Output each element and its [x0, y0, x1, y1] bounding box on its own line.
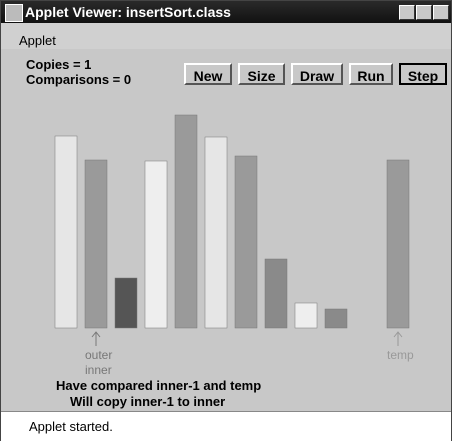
outer-label: outer — [85, 348, 112, 362]
menu-bar: Applet — [1, 23, 451, 49]
bar — [294, 302, 318, 329]
size-button[interactable]: Size — [238, 63, 285, 85]
message: Have compared inner-1 and temp — [56, 378, 262, 393]
menu-item[interactable]: Applet — [19, 33, 56, 48]
bar — [204, 136, 228, 329]
minimize-button[interactable] — [399, 5, 415, 20]
message: Will copy inner-1 to inner — [70, 394, 226, 409]
temp-label: temp — [387, 348, 414, 362]
title-bar: Applet Viewer: insertSort.class — [1, 1, 451, 23]
outer-arrow-head — [91, 331, 101, 338]
bar — [174, 114, 198, 329]
comparisons-counter: Comparisons = 0 — [26, 72, 132, 87]
new-button[interactable]: New — [184, 63, 232, 85]
bar — [386, 159, 410, 329]
run-button[interactable]: Run — [349, 63, 393, 85]
bar — [114, 277, 138, 329]
copies-counter: Copies = 1 — [26, 57, 92, 72]
status-text: Applet started. — [29, 419, 113, 434]
bar — [144, 160, 168, 329]
bar — [324, 308, 348, 329]
step-button[interactable]: Step — [399, 63, 447, 85]
inner-label: inner — [85, 363, 112, 377]
close-button[interactable] — [433, 5, 449, 20]
window-title: Applet Viewer: insertSort.class — [25, 4, 231, 20]
bar — [84, 159, 108, 329]
bar — [54, 135, 78, 329]
status-bar: Applet started. — [1, 411, 451, 441]
bar — [264, 258, 288, 329]
maximize-button[interactable] — [416, 5, 432, 20]
draw-button[interactable]: Draw — [291, 63, 343, 85]
bar — [234, 155, 258, 329]
temp-arrow-head — [393, 331, 403, 338]
app-icon — [5, 4, 23, 22]
bar-area: outer inner temp — [54, 114, 414, 377]
